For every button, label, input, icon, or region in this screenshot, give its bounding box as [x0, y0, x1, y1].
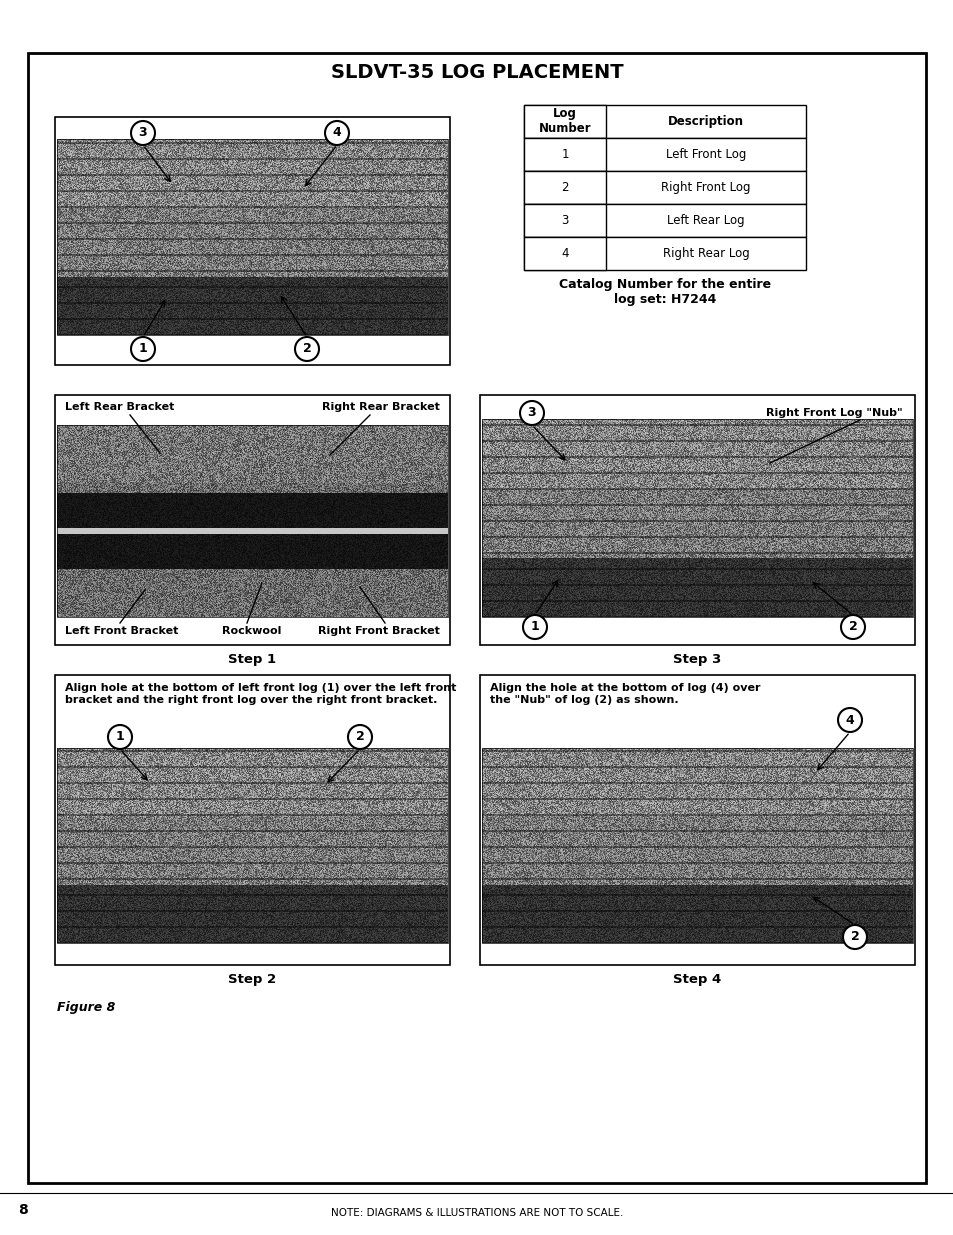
Text: Figure 8: Figure 8 — [57, 1000, 115, 1014]
Text: Align the hole at the bottom of log (4) over
the "Nub" of log (2) as shown.: Align the hole at the bottom of log (4) … — [490, 683, 760, 705]
Text: Left Rear Bracket: Left Rear Bracket — [65, 403, 174, 412]
Circle shape — [131, 121, 154, 144]
Bar — [523, 237, 605, 270]
Circle shape — [842, 925, 866, 948]
Text: Step 2: Step 2 — [228, 972, 276, 986]
Circle shape — [837, 708, 862, 732]
Bar — [523, 105, 805, 138]
Text: Right Front Bracket: Right Front Bracket — [317, 626, 439, 636]
Text: Align hole at the bottom of left front log (1) over the left front
bracket and t: Align hole at the bottom of left front l… — [65, 683, 456, 705]
Text: Left Front Log: Left Front Log — [665, 148, 745, 161]
Circle shape — [348, 725, 372, 748]
Text: 3: 3 — [138, 126, 147, 140]
Bar — [523, 204, 805, 237]
Bar — [523, 138, 805, 170]
Text: SLDVT-35 LOG PLACEMENT: SLDVT-35 LOG PLACEMENT — [331, 63, 622, 82]
Text: 3: 3 — [560, 214, 568, 227]
Bar — [479, 395, 914, 645]
Text: Step 4: Step 4 — [673, 972, 720, 986]
Bar — [55, 676, 450, 965]
Text: Right Rear Bracket: Right Rear Bracket — [322, 403, 439, 412]
Bar — [523, 204, 605, 237]
Text: Step 1: Step 1 — [228, 652, 276, 666]
Text: Log
Number: Log Number — [538, 107, 591, 136]
Bar — [523, 138, 605, 170]
Bar — [523, 105, 605, 138]
Text: 8: 8 — [18, 1203, 28, 1216]
Text: Catalog Number for the entire
log set: H7244: Catalog Number for the entire log set: H… — [558, 278, 770, 306]
Bar — [57, 140, 448, 335]
Circle shape — [522, 615, 546, 638]
Text: Right Rear Log: Right Rear Log — [662, 247, 749, 261]
Text: 1: 1 — [560, 148, 568, 161]
Text: 2: 2 — [355, 730, 364, 743]
Text: Step 3: Step 3 — [673, 652, 720, 666]
Circle shape — [519, 401, 543, 425]
Circle shape — [294, 337, 318, 361]
Bar — [481, 748, 912, 944]
Bar — [523, 237, 805, 270]
Text: 4: 4 — [333, 126, 341, 140]
Text: 4: 4 — [560, 247, 568, 261]
Text: Left Front Bracket: Left Front Bracket — [65, 626, 178, 636]
Text: 1: 1 — [115, 730, 124, 743]
Text: 2: 2 — [850, 930, 859, 944]
Bar — [523, 170, 805, 204]
Text: NOTE: DIAGRAMS & ILLUSTRATIONS ARE NOT TO SCALE.: NOTE: DIAGRAMS & ILLUSTRATIONS ARE NOT T… — [331, 1208, 622, 1218]
Text: 1: 1 — [530, 620, 538, 634]
Text: Description: Description — [667, 115, 743, 128]
Bar — [57, 425, 448, 618]
Text: 2: 2 — [302, 342, 311, 356]
Text: Rockwool: Rockwool — [222, 626, 281, 636]
Bar — [55, 395, 450, 645]
Text: Right Front Log: Right Front Log — [660, 182, 750, 194]
Bar — [523, 170, 605, 204]
Bar — [479, 676, 914, 965]
Text: Right Front Log "Nub": Right Front Log "Nub" — [765, 408, 902, 417]
Text: 2: 2 — [560, 182, 568, 194]
Circle shape — [108, 725, 132, 748]
Bar — [481, 419, 912, 618]
Text: 1: 1 — [138, 342, 147, 356]
Text: 3: 3 — [527, 406, 536, 420]
Bar — [57, 748, 448, 944]
Text: 2: 2 — [848, 620, 857, 634]
Text: Left Rear Log: Left Rear Log — [666, 214, 744, 227]
Circle shape — [841, 615, 864, 638]
Bar — [55, 117, 450, 366]
Text: 4: 4 — [844, 714, 854, 726]
Circle shape — [131, 337, 154, 361]
Circle shape — [325, 121, 349, 144]
